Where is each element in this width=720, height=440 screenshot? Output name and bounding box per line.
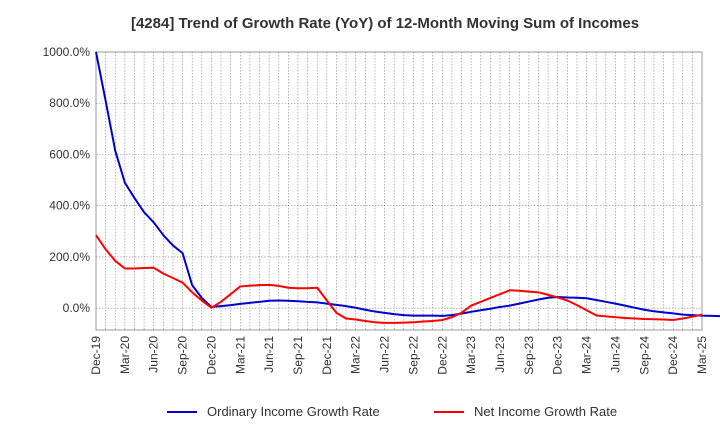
y-tick-label: 800.0%: [49, 96, 90, 110]
x-tick-label: Jun-23: [493, 336, 507, 373]
y-axis-tick-labels: 1000.0% 800.0% 600.0% 400.0% 200.0% 0.0%: [43, 45, 91, 315]
x-tick-label: Dec-24: [666, 336, 680, 375]
legend-label-net-income: Net Income Growth Rate: [474, 404, 618, 419]
x-axis-tick-labels: Dec-19 Mar-20 Jun-20 Sep-20 Dec-20 Mar-21 Jun-…: [89, 336, 709, 375]
y-tick-label: 200.0%: [49, 250, 90, 264]
x-tick-label: Jun-24: [608, 336, 622, 373]
x-tick-label: Dec-23: [551, 336, 565, 375]
x-tick-label: Sep-21: [291, 336, 305, 375]
legend-label-ordinary-income: Ordinary Income Growth Rate: [207, 404, 380, 419]
x-tick-label: Mar-21: [233, 336, 247, 374]
x-tick-label: Jun-21: [262, 336, 276, 373]
x-tick-label: Sep-24: [637, 336, 651, 375]
plot-area: [95, 51, 703, 331]
legend-swatch-ordinary-income: [167, 410, 197, 413]
x-tick-label: Jun-20: [147, 336, 161, 373]
x-tick-label: Jun-22: [378, 336, 392, 373]
legend-swatch-net-income: [434, 410, 464, 413]
x-tick-label: Mar-22: [349, 336, 363, 374]
x-tick-label: Mar-25: [695, 336, 709, 374]
series-line-ordinary-income: [95, 51, 720, 318]
horizontal-gridlines: [96, 51, 702, 309]
x-tick-label: Dec-22: [435, 336, 449, 375]
x-tick-label: Dec-19: [89, 336, 103, 375]
y-tick-label: 0.0%: [63, 301, 91, 315]
x-tick-label: Mar-24: [580, 336, 594, 374]
y-tick-label: 400.0%: [49, 199, 90, 213]
vertical-gridlines: [105, 52, 693, 330]
x-tick-label: Mar-23: [464, 336, 478, 374]
y-tick-label: 1000.0%: [43, 45, 91, 59]
legend-item-net-income: Net Income Growth Rate: [434, 404, 617, 419]
y-tick-label: 600.0%: [49, 147, 90, 161]
legend-item-ordinary-income: Ordinary Income Growth Rate: [167, 404, 380, 419]
series-line-net-income: [95, 234, 703, 324]
x-tick-label: Sep-23: [522, 336, 536, 375]
x-tick-label: Sep-22: [406, 336, 420, 375]
series-layer: [95, 51, 720, 324]
legend: Ordinary Income Growth Rate Net Income G…: [0, 404, 720, 426]
x-tick-label: Dec-21: [320, 336, 334, 375]
x-tick-label: Mar-20: [118, 336, 132, 374]
x-tick-label: Sep-20: [176, 336, 190, 375]
chart-title: [4284] Trend of Growth Rate (YoY) of 12-…: [130, 15, 640, 32]
x-tick-label: Dec-20: [204, 336, 218, 375]
